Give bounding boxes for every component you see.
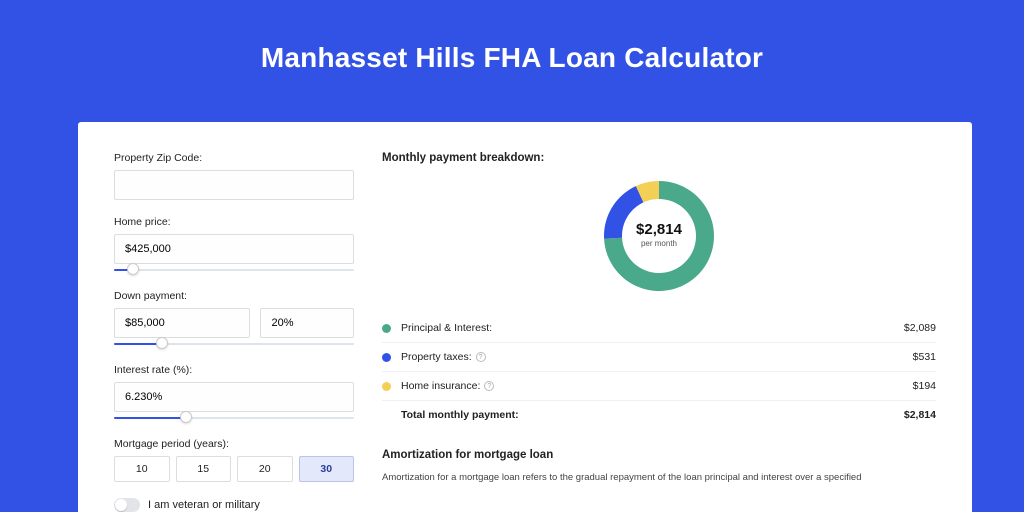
donut-chart-wrap: $2,814per month — [382, 172, 936, 308]
toggle-knob — [115, 499, 127, 511]
home-price-slider[interactable] — [114, 266, 354, 274]
down-payment-label: Down payment: — [114, 290, 354, 302]
interest-rate-input[interactable] — [114, 382, 354, 412]
calculator-panel: Property Zip Code: Home price: Down paym… — [78, 122, 972, 512]
swatch-home_insurance — [382, 382, 391, 391]
down-payment-group: Down payment: — [114, 290, 354, 348]
zip-label: Property Zip Code: — [114, 152, 354, 164]
breakdown-amount: $194 — [913, 380, 936, 392]
breakdown-row-home_insurance: Home insurance:?$194 — [382, 372, 936, 401]
breakdown-label: Property taxes:? — [401, 351, 913, 363]
swatch-total — [382, 411, 391, 420]
slider-thumb[interactable] — [180, 411, 192, 423]
breakdown-label: Principal & Interest: — [401, 322, 904, 334]
period-option-10[interactable]: 10 — [114, 456, 170, 482]
down-payment-slider[interactable] — [114, 340, 354, 348]
breakdown-label: Home insurance:? — [401, 380, 913, 392]
interest-rate-group: Interest rate (%): — [114, 364, 354, 422]
home-price-label: Home price: — [114, 216, 354, 228]
info-icon[interactable]: ? — [484, 381, 494, 391]
down-payment-percent-input[interactable] — [260, 308, 354, 338]
veteran-row: I am veteran or military — [114, 498, 354, 512]
total-amount: $2,814 — [904, 409, 936, 421]
breakdown-column: Monthly payment breakdown: $2,814per mon… — [382, 152, 936, 512]
breakdown-row-property_taxes: Property taxes:?$531 — [382, 343, 936, 372]
slider-fill — [114, 343, 162, 345]
page-title: Manhasset Hills FHA Loan Calculator — [0, 0, 1024, 74]
swatch-principal_interest — [382, 324, 391, 333]
breakdown-row-principal_interest: Principal & Interest:$2,089 — [382, 314, 936, 343]
donut-chart: $2,814per month — [599, 176, 719, 296]
breakdown-title: Monthly payment breakdown: — [382, 152, 936, 164]
form-column: Property Zip Code: Home price: Down paym… — [114, 152, 354, 512]
breakdown-list: Principal & Interest:$2,089Property taxe… — [382, 314, 936, 429]
period-options: 10152030 — [114, 456, 354, 482]
interest-rate-slider[interactable] — [114, 414, 354, 422]
total-label: Total monthly payment: — [401, 409, 904, 421]
swatch-property_taxes — [382, 353, 391, 362]
slider-thumb[interactable] — [127, 263, 139, 275]
zip-group: Property Zip Code: — [114, 152, 354, 200]
period-group: Mortgage period (years): 10152030 — [114, 438, 354, 482]
slider-fill — [114, 417, 186, 419]
veteran-label: I am veteran or military — [148, 499, 260, 511]
slider-thumb[interactable] — [156, 337, 168, 349]
period-option-30[interactable]: 30 — [299, 456, 355, 482]
info-icon[interactable]: ? — [476, 352, 486, 362]
period-option-15[interactable]: 15 — [176, 456, 232, 482]
zip-input[interactable] — [114, 170, 354, 200]
home-price-group: Home price: — [114, 216, 354, 274]
period-option-20[interactable]: 20 — [237, 456, 293, 482]
donut-center-amount: $2,814 — [636, 221, 683, 238]
home-price-input[interactable] — [114, 234, 354, 264]
amortization-title: Amortization for mortgage loan — [382, 449, 936, 461]
amortization-text: Amortization for a mortgage loan refers … — [382, 471, 936, 485]
down-payment-amount-input[interactable] — [114, 308, 250, 338]
breakdown-total-row: Total monthly payment:$2,814 — [382, 401, 936, 429]
slider-track — [114, 269, 354, 271]
veteran-toggle[interactable] — [114, 498, 140, 512]
breakdown-amount: $531 — [913, 351, 936, 363]
interest-rate-label: Interest rate (%): — [114, 364, 354, 376]
donut-center-sub: per month — [641, 239, 677, 248]
breakdown-amount: $2,089 — [904, 322, 936, 334]
period-label: Mortgage period (years): — [114, 438, 354, 450]
page-background: Manhasset Hills FHA Loan Calculator Prop… — [0, 0, 1024, 512]
